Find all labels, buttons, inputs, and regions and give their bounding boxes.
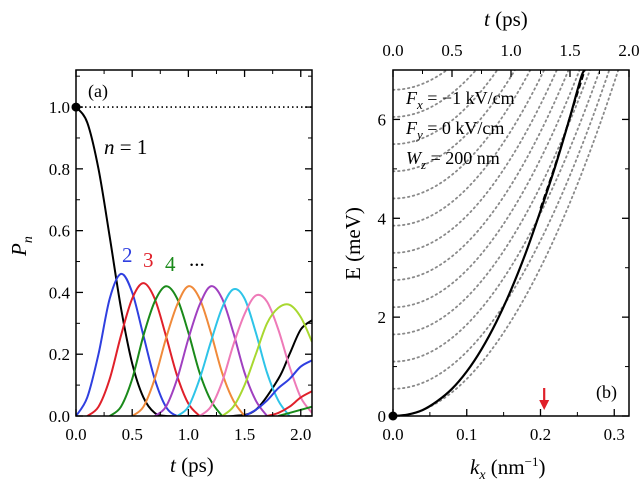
param-wz: Wz = 200 nm xyxy=(406,148,500,172)
param-fx: Fx = −1 kV/cm xyxy=(405,88,515,112)
a-x-tick-label: 0.0 xyxy=(65,425,86,444)
a-x-tick-label: 1.0 xyxy=(178,425,199,444)
b-x-tick-label: 0.0 xyxy=(382,425,403,444)
b-top-tick-label: 1.5 xyxy=(559,41,580,60)
b-x-tick-label: 0.2 xyxy=(530,425,551,444)
param-fy-value: = 0 kV/cm xyxy=(423,118,505,138)
dotted-subband-curve xyxy=(393,70,611,390)
panel-a-x-label-unit: (ps) xyxy=(176,453,214,477)
panel-b-x-label-k: k xyxy=(470,455,480,479)
panel-b-y-label: E (meV) xyxy=(341,207,365,280)
a-y-tick-label: 0.6 xyxy=(49,222,70,241)
param-wz-symbol: W xyxy=(406,148,423,168)
main-dispersion-curve xyxy=(393,70,586,416)
b-top-tick-label: 0.0 xyxy=(382,41,403,60)
series-n-5 xyxy=(131,285,246,416)
a-x-tick-label: 0.5 xyxy=(122,425,143,444)
b-x-tick-label: 0.1 xyxy=(456,425,477,444)
k-arrow-marker xyxy=(539,388,550,410)
a-y-tick-label: 1.0 xyxy=(49,98,70,117)
series-n-11 xyxy=(266,390,312,416)
b-y-tick-label: 2 xyxy=(378,308,387,327)
dotted-subband-curve xyxy=(393,70,601,363)
param-wz-value: = 200 nm xyxy=(426,148,500,168)
param-wz-sub: z xyxy=(420,157,426,172)
dotted-subband-curve xyxy=(393,70,532,200)
panel-b-x-label-sub: x xyxy=(478,468,486,483)
series-n-2 xyxy=(76,272,189,416)
b-top-tick-label: 1.0 xyxy=(500,41,521,60)
panel-a-n-label: n = 1 xyxy=(104,135,147,159)
param-fy: Fy = 0 kV/cm xyxy=(405,118,504,142)
dotted-subband-curve xyxy=(393,70,478,118)
series-n-4 xyxy=(109,285,223,416)
dotted-subband-curve xyxy=(393,70,581,309)
panel-b-x-label-rest: (nm xyxy=(486,455,525,479)
panel-a-frame xyxy=(75,69,313,417)
panel-b: 0.0 0.1 0.2 0.3 0.0 0.5 1.0 1.5 2.0 0 2 4 6 (b) Fx… xyxy=(341,7,640,483)
dotted-subband-curve xyxy=(393,70,591,336)
series-n-12 xyxy=(278,405,312,416)
state-label-4: 4 xyxy=(165,252,176,276)
panel-b-top-x-label-unit: (ps) xyxy=(490,7,528,31)
panel-b-curves xyxy=(393,70,620,416)
dotted-subband-curve xyxy=(393,70,546,227)
panel-a-x-ticks: 0.0 0.5 1.0 1.5 2.0 xyxy=(65,70,311,444)
panel-b-top-x-label: t (ps) xyxy=(484,7,528,31)
series-n-10 xyxy=(244,359,312,416)
b-y-tick-label: 0 xyxy=(378,407,387,426)
dotted-subband-curve xyxy=(393,70,570,281)
a-y-tick-label: 0.2 xyxy=(49,345,70,364)
param-fy-sub: y xyxy=(415,127,423,142)
b-y-tick-label: 4 xyxy=(378,209,387,228)
panel-a: 0.0 0.5 1.0 1.5 2.0 0.0 0.2 0.4 0.6 0.8 1.0 (a) n… xyxy=(7,69,313,477)
dotted-subband-curve xyxy=(393,70,516,173)
state-label-2: 2 xyxy=(122,243,133,267)
param-fx-sub: x xyxy=(416,97,423,112)
panel-a-x-label-t: t xyxy=(170,453,177,477)
b-x-tick-label: 0.3 xyxy=(604,425,625,444)
dotted-subband-curve xyxy=(393,70,499,146)
panel-a-x-label: t (ps) xyxy=(170,453,214,477)
panel-a-y-ticks: 0.0 0.2 0.4 0.6 0.8 1.0 xyxy=(49,75,312,426)
panel-b-start-marker xyxy=(388,411,398,421)
series-n-3 xyxy=(86,282,201,416)
series-n-7 xyxy=(176,288,291,416)
param-fx-symbol: F xyxy=(405,88,418,108)
b-y-tick-label: 6 xyxy=(378,110,387,129)
panel-b-x-ticks: 0.0 0.1 0.2 0.3 xyxy=(382,409,625,444)
panel-b-x-label: kx (nm−1) xyxy=(470,454,545,483)
n-label-rest: = 1 xyxy=(115,135,148,159)
panel-a-y-label-sub: n xyxy=(21,236,36,243)
panel-b-x-label-close: ) xyxy=(538,455,545,479)
series-n-6 xyxy=(154,285,268,416)
a-x-tick-label: 2.0 xyxy=(290,425,311,444)
panel-a-start-marker xyxy=(71,102,81,112)
series-n-9 xyxy=(221,303,312,416)
arrow-head xyxy=(539,400,550,410)
n-label-n: n xyxy=(104,135,115,159)
panel-a-y-label: Pn xyxy=(7,236,36,257)
a-y-tick-label: 0.0 xyxy=(49,407,70,426)
panel-a-tag: (a) xyxy=(88,81,108,102)
b-top-tick-label: 2.0 xyxy=(618,41,639,60)
panel-b-top-x-label-t: t xyxy=(484,7,491,31)
b-top-tick-label: 0.5 xyxy=(441,41,462,60)
dotted-subband-curve xyxy=(393,70,449,91)
panel-b-top-x-ticks: 0.0 0.5 1.0 1.5 2.0 xyxy=(382,41,640,77)
param-fx-value: = −1 kV/cm xyxy=(423,88,515,108)
dotted-subband-curve xyxy=(393,70,558,254)
state-label-ellipsis: ... xyxy=(189,247,205,271)
param-fy-symbol: F xyxy=(405,118,418,138)
state-label-3: 3 xyxy=(143,248,154,272)
a-y-tick-label: 0.8 xyxy=(49,160,70,179)
panel-b-x-label-exp: −1 xyxy=(525,454,539,469)
a-x-tick-label: 1.5 xyxy=(234,425,255,444)
panel-a-y-label-main: P xyxy=(7,243,31,257)
panel-b-tag: (b) xyxy=(596,382,617,403)
a-y-tick-label: 0.4 xyxy=(49,283,71,302)
